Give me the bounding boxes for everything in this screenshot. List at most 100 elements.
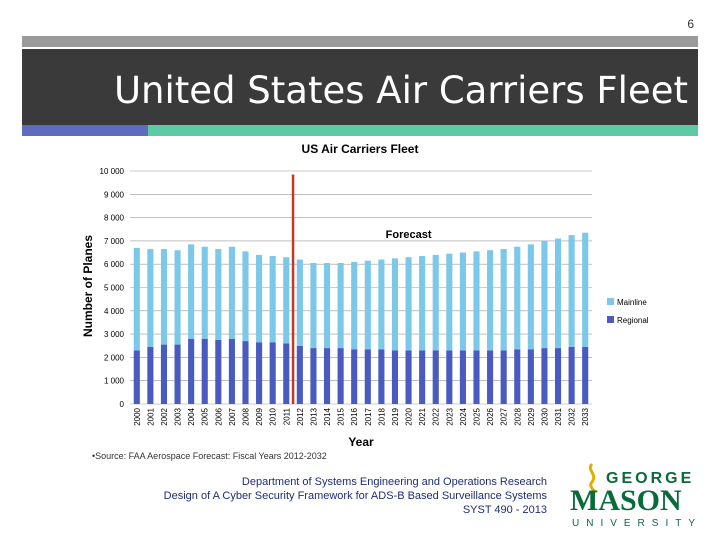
bar-regional-2009 <box>256 342 263 404</box>
bar-regional-2028 <box>514 349 521 404</box>
bar-regional-2004 <box>188 338 195 404</box>
y-tick-label: 8 000 <box>104 214 125 223</box>
accent-bar-blue <box>22 125 148 136</box>
bar-mainline-2007 <box>228 246 235 339</box>
bar-mainline-2023 <box>446 253 453 351</box>
x-tick-label: 2002 <box>160 407 169 425</box>
legend-label-regional: Regional <box>617 316 649 325</box>
x-tick-label: 2018 <box>377 407 386 425</box>
x-tick-label: 2014 <box>323 407 332 425</box>
bar-mainline-2010 <box>269 256 276 343</box>
y-axis-label: Number of Planes <box>81 235 95 337</box>
x-tick-label: 2008 <box>242 407 251 425</box>
title-band: United States Air Carriers Fleet <box>22 49 698 125</box>
bar-regional-2029 <box>527 349 534 404</box>
x-tick-label: 2004 <box>187 407 196 425</box>
bar-mainline-2013 <box>310 263 317 349</box>
bar-regional-2020 <box>405 350 412 404</box>
bar-mainline-2002 <box>160 249 168 345</box>
x-tick-label: 2021 <box>418 407 427 425</box>
chart-gridlines <box>130 170 592 405</box>
x-tick-label: 2000 <box>133 407 142 425</box>
logo-text-university: UNIVERSITY <box>572 518 702 529</box>
bar-regional-2023 <box>446 350 453 404</box>
bar-mainline-2001 <box>147 249 154 347</box>
bar-regional-2031 <box>554 348 562 404</box>
x-tick-label: 2020 <box>405 407 414 425</box>
bar-regional-2010 <box>269 342 276 404</box>
bar-regional-2011 <box>283 343 290 404</box>
x-axis-ticks: 2000 2001 2002 2003 2004 2005 2006 2007 2008 2009… <box>133 407 590 425</box>
bar-mainline-2018 <box>378 259 385 350</box>
bar-mainline-2025 <box>473 251 480 351</box>
bar-mainline-2016 <box>351 261 358 350</box>
x-tick-label: 2011 <box>282 407 291 425</box>
y-tick-label: 3 000 <box>104 330 125 339</box>
top-decor-bar <box>22 36 698 47</box>
x-tick-label: 2033 <box>581 407 590 425</box>
bar-regional-2019 <box>391 350 399 404</box>
y-tick-label: 9 000 <box>104 190 125 199</box>
legend-label-mainline: Mainline <box>617 298 647 307</box>
logo-text-george: GEORGE <box>606 470 694 487</box>
bar-mainline-2031 <box>554 238 562 349</box>
x-tick-label: 2028 <box>513 407 522 425</box>
logo-text-mason: MASON <box>570 484 682 517</box>
bar-regional-2013 <box>310 348 317 404</box>
bar-mainline-2019 <box>391 258 399 351</box>
bar-regional-2024 <box>459 350 466 404</box>
x-tick-label: 2023 <box>445 407 454 425</box>
legend-swatch-mainline <box>607 298 614 305</box>
bar-mainline-2033 <box>582 232 589 347</box>
bar-mainline-2027 <box>500 249 507 351</box>
chart-bars <box>133 232 589 404</box>
x-tick-label: 2013 <box>309 407 318 425</box>
y-tick-label: 1 000 <box>104 377 125 386</box>
bar-mainline-2005 <box>201 246 208 339</box>
x-tick-label: 2027 <box>500 407 509 425</box>
bar-regional-2027 <box>500 350 507 404</box>
bar-regional-2018 <box>378 349 385 404</box>
x-tick-label: 2006 <box>214 407 223 425</box>
bar-mainline-2020 <box>405 257 412 351</box>
bar-regional-2021 <box>419 350 426 404</box>
bar-mainline-2009 <box>256 254 263 343</box>
logo-flame-icon <box>588 462 598 494</box>
x-tick-label: 2032 <box>568 407 577 425</box>
x-tick-label: 2003 <box>174 407 183 425</box>
bar-mainline-2024 <box>459 252 466 351</box>
x-tick-label: 2017 <box>364 407 373 425</box>
bar-mainline-2026 <box>487 250 494 351</box>
bar-regional-2007 <box>228 338 235 404</box>
bar-mainline-2022 <box>432 254 439 351</box>
x-tick-label: 2012 <box>296 407 305 425</box>
x-tick-label: 2007 <box>228 407 237 425</box>
bar-regional-2001 <box>147 346 154 404</box>
x-tick-label: 2026 <box>486 407 495 425</box>
bar-mainline-2029 <box>527 244 534 350</box>
legend: Mainline Regional <box>607 298 649 325</box>
bar-regional-2000 <box>133 350 140 404</box>
bar-regional-2015 <box>337 348 344 404</box>
footer-text: Department of Systems Engineering and Op… <box>92 475 547 517</box>
bar-mainline-2008 <box>242 251 249 342</box>
x-tick-label: 2016 <box>350 407 359 425</box>
bar-mainline-2003 <box>174 250 181 345</box>
x-tick-label: 2025 <box>473 407 482 425</box>
slide-number: 6 <box>687 17 694 31</box>
y-tick-label: 2 000 <box>104 353 125 362</box>
x-tick-label: 2022 <box>432 407 441 425</box>
bar-regional-2002 <box>160 344 168 404</box>
y-tick-label: 4 000 <box>104 307 125 316</box>
bar-regional-2026 <box>487 350 494 404</box>
bar-regional-2012 <box>296 345 303 404</box>
bar-mainline-2000 <box>133 247 140 351</box>
bar-regional-2025 <box>473 350 480 404</box>
y-tick-label: 6 000 <box>104 260 125 269</box>
bar-mainline-2032 <box>568 235 575 347</box>
bar-mainline-2011 <box>283 257 290 344</box>
y-tick-label: 10 000 <box>100 167 125 176</box>
chart-title: US Air Carriers Fleet <box>302 142 419 156</box>
bar-mainline-2021 <box>419 256 426 351</box>
